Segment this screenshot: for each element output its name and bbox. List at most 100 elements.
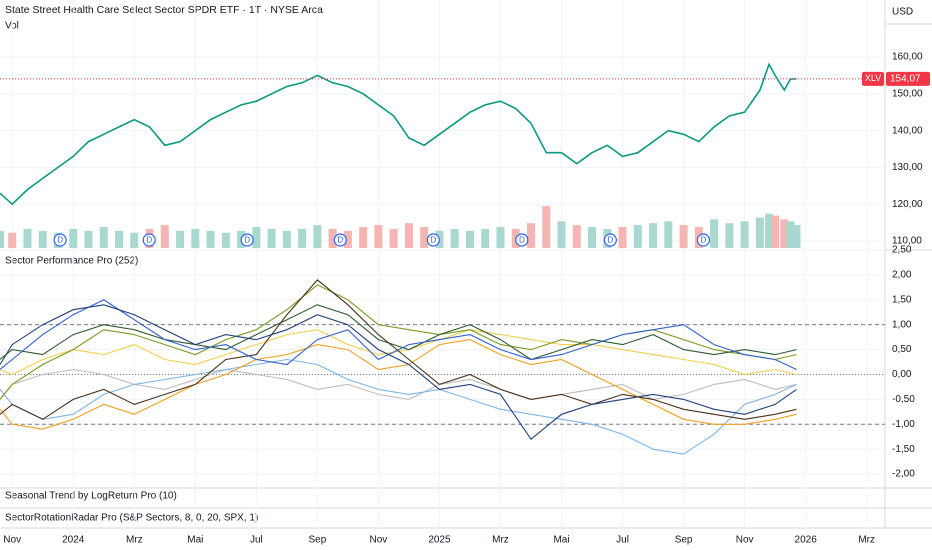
x-tick-label: Mai	[187, 535, 203, 546]
volume-bar	[84, 230, 93, 248]
volume-bar	[69, 228, 78, 248]
pane-title: Sector Performance Pro (252)	[5, 256, 138, 267]
volume-bar	[649, 223, 658, 248]
volume-bar	[267, 228, 276, 248]
y-tick-label: 110,00	[892, 236, 922, 247]
volume-bar	[313, 225, 322, 248]
series-line	[0, 304, 797, 361]
y-tick-label: -0,50	[892, 394, 915, 405]
y-tick-label: 0,50	[892, 344, 912, 355]
volume-bar	[404, 223, 413, 248]
volume-bar	[389, 228, 398, 248]
volume-bar	[374, 225, 383, 248]
volume-bar	[38, 230, 47, 248]
volume-bar	[176, 230, 185, 248]
volume-bar	[191, 228, 200, 248]
x-tick-label: 2025	[428, 535, 451, 546]
volume-bar	[633, 225, 642, 248]
series-line	[0, 279, 797, 420]
dividend-marker	[515, 233, 529, 247]
dividend-marker	[142, 233, 156, 247]
y-tick-label: 0,00	[892, 369, 912, 380]
y-tick-label: 2,50	[892, 245, 912, 256]
price-label: 154,07	[890, 73, 921, 84]
volume-bar	[282, 230, 291, 248]
x-tick-label: Nov	[370, 535, 388, 546]
volume-bar	[99, 227, 108, 248]
volume-bar	[8, 232, 17, 248]
x-tick-label: Sep	[675, 535, 693, 546]
x-tick-label: Nov	[3, 535, 21, 546]
volume-bar	[359, 227, 368, 248]
volume-bar	[115, 230, 124, 248]
dividend-marker	[426, 233, 440, 247]
volume-bar	[725, 223, 734, 248]
volume-bar	[572, 225, 581, 248]
volume-bar	[740, 221, 749, 248]
series-line	[0, 62, 797, 206]
volume-bar	[450, 228, 459, 248]
volume-bar	[588, 227, 597, 248]
volume-bar	[618, 227, 627, 248]
dividend-label: D	[701, 236, 707, 245]
volume-bar	[343, 230, 352, 248]
volume-bar	[557, 221, 566, 248]
x-tick-label: 2024	[62, 535, 85, 546]
dividend-label: D	[607, 236, 613, 245]
dividend-marker	[53, 233, 67, 247]
x-tick-label: Jul	[616, 535, 629, 546]
volume-bar	[771, 215, 780, 248]
dividend-marker	[240, 233, 254, 247]
volume-bar	[527, 223, 535, 248]
volume-bar	[786, 221, 795, 248]
x-tick-label: 2026	[795, 535, 818, 546]
y-tick-label: 120,00	[892, 199, 923, 210]
x-tick-label: Mai	[553, 535, 569, 546]
series-line	[0, 304, 797, 441]
volume-bar	[780, 219, 789, 248]
x-tick-label: Sep	[308, 535, 326, 546]
x-tick-label: Mrz	[858, 535, 875, 546]
price-tag-label: XLV	[865, 73, 881, 83]
volume-bar	[765, 213, 774, 248]
y-tick-label: 1,50	[892, 294, 912, 305]
volume-bar	[328, 228, 337, 248]
x-tick-label: Mrz	[126, 535, 143, 546]
dividend-label: D	[244, 236, 250, 245]
price-label-box	[886, 71, 930, 86]
volume-bar	[792, 225, 801, 248]
dividend-label: D	[146, 236, 152, 245]
pane-title: SectorRotationRadar Pro (S&P Sectors, 8,…	[5, 513, 258, 524]
volume-bar	[252, 227, 261, 248]
y-tick-label: -2,00	[892, 469, 915, 480]
chart-title: State Street Health Care Select Sector S…	[5, 4, 323, 16]
series-line	[0, 358, 797, 455]
volume-bar	[206, 230, 215, 248]
x-tick-label: Nov	[736, 535, 754, 546]
dividend-label: D	[337, 236, 343, 245]
dividend-label: D	[57, 236, 63, 245]
dividend-marker	[696, 233, 711, 247]
volume-bar	[298, 228, 307, 248]
x-tick-label: Jul	[250, 535, 263, 546]
series-line	[0, 284, 797, 400]
y-tick-label: 130,00	[892, 162, 923, 173]
series-line	[0, 339, 797, 430]
dividend-marker	[333, 233, 347, 247]
volume-bar	[542, 206, 551, 248]
volume-bar	[755, 217, 764, 248]
volume-bar	[130, 232, 139, 248]
dividend-marker	[603, 233, 617, 247]
x-tick-label: Mrz	[492, 535, 509, 546]
volume-bar	[710, 219, 719, 248]
y-tick-label: -1,00	[892, 419, 915, 430]
y-tick-label: 150,00	[892, 88, 923, 99]
volume-bar	[160, 225, 169, 248]
volume-bar	[679, 225, 688, 248]
dividend-label: D	[519, 236, 525, 245]
volume-bar	[496, 227, 505, 248]
y-tick-label: 2,00	[892, 270, 912, 281]
volume-bar	[221, 232, 230, 248]
